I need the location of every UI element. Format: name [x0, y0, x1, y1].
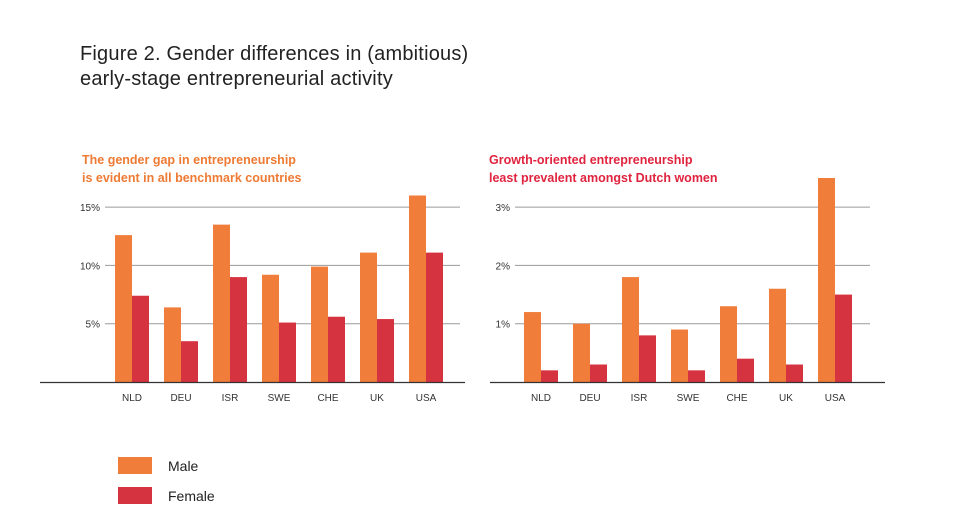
legend-swatch-female — [118, 487, 152, 504]
y-tick-label: 3% — [496, 203, 511, 214]
bar-male-che — [720, 306, 737, 382]
bar-female-swe — [279, 322, 296, 382]
legend-item-male: Male — [118, 452, 215, 479]
figure-title: Figure 2. Gender differences in (ambitio… — [80, 42, 468, 92]
bar-male-swe — [671, 329, 688, 382]
x-tick-label: ISR — [222, 393, 239, 404]
bar-female-deu — [590, 364, 607, 382]
y-tick-label: 5% — [86, 320, 101, 331]
bar-male-swe — [262, 274, 279, 382]
bar-female-che — [737, 358, 754, 382]
chart-subtitle-line: Growth-oriented entrepreneurship — [489, 153, 693, 167]
legend-item-female: Female — [118, 482, 215, 509]
bar-female-isr — [639, 335, 656, 382]
chart-subtitle-line: least prevalent amongst Dutch women — [489, 171, 718, 185]
x-tick-label: SWE — [268, 393, 291, 404]
bar-female-uk — [786, 364, 803, 382]
bar-male-nld — [115, 235, 132, 382]
figure-title-line2: early-stage entrepreneurial activity — [80, 68, 393, 90]
bar-male-usa — [818, 178, 835, 382]
x-tick-label: NLD — [531, 393, 551, 404]
legend-swatch-male — [118, 457, 152, 474]
legend: Male Female — [118, 452, 215, 512]
x-tick-label: ISR — [631, 393, 648, 404]
y-tick-label: 10% — [80, 261, 100, 272]
x-tick-label: CHE — [317, 393, 338, 404]
x-tick-label: USA — [825, 393, 846, 404]
bar-male-nld — [524, 312, 541, 382]
x-tick-label: USA — [416, 393, 437, 404]
bar-female-che — [328, 316, 345, 382]
x-tick-label: DEU — [579, 393, 600, 404]
growth-oriented-chart: Growth-oriented entrepreneurship least pr… — [489, 153, 885, 404]
bar-male-isr — [622, 277, 639, 382]
bar-female-nld — [132, 295, 149, 382]
bar-male-deu — [164, 307, 181, 382]
x-tick-label: UK — [370, 393, 384, 404]
bar-female-usa — [426, 252, 443, 382]
x-tick-label: UK — [779, 393, 793, 404]
bar-female-deu — [181, 341, 198, 382]
x-tick-label: NLD — [122, 393, 142, 404]
y-tick-label: 15% — [80, 203, 100, 214]
y-tick-label: 1% — [496, 320, 511, 331]
bar-female-usa — [835, 294, 852, 382]
chart-subtitle-line: is evident in all benchmark countries — [82, 171, 302, 185]
bar-male-uk — [769, 288, 786, 382]
x-tick-label: SWE — [677, 393, 700, 404]
x-tick-label: DEU — [170, 393, 191, 404]
bar-male-usa — [409, 195, 426, 382]
bar-female-nld — [541, 370, 558, 382]
bar-male-che — [311, 266, 328, 382]
legend-label-female: Female — [168, 487, 215, 504]
bar-male-uk — [360, 252, 377, 382]
bar-female-isr — [230, 277, 247, 382]
legend-label-male: Male — [168, 457, 199, 474]
bar-female-uk — [377, 319, 394, 382]
bar-female-swe — [688, 370, 705, 382]
y-tick-label: 2% — [496, 261, 511, 272]
bar-male-isr — [213, 224, 230, 382]
figure-title-line1: Figure 2. Gender differences in (ambitio… — [80, 43, 469, 65]
chart-subtitle-line: The gender gap in entrepreneurship — [82, 153, 296, 167]
x-tick-label: CHE — [726, 393, 747, 404]
bar-male-deu — [573, 323, 590, 382]
gender-gap-chart: The gender gap in entrepreneurship is evi… — [40, 153, 465, 404]
